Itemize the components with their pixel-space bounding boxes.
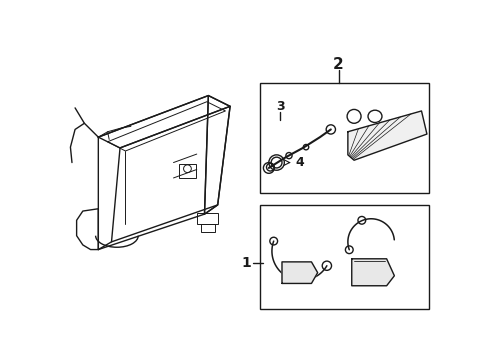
Text: 4: 4 [295,156,304,169]
Bar [260,83,428,193]
Text: 2: 2 [332,57,343,72]
Bar [196,213,218,224]
Text: 3: 3 [276,100,284,113]
Polygon shape [282,262,317,283]
Polygon shape [347,111,426,160]
Polygon shape [351,259,393,286]
Text: 1: 1 [241,256,250,270]
Bar [260,205,428,309]
Bar [179,164,196,178]
Bar [200,224,214,232]
